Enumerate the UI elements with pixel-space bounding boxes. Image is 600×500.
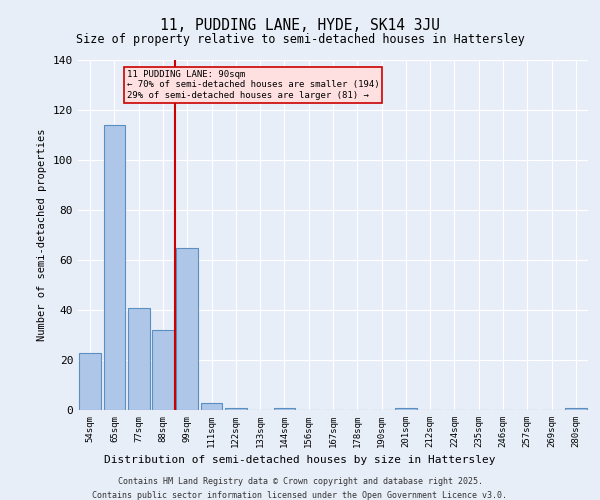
Bar [565,408,587,410]
Bar [395,408,417,410]
Bar [200,402,223,410]
Bar [104,125,125,410]
Bar [152,330,174,410]
Bar [225,408,247,410]
Text: 11 PUDDING LANE: 90sqm
← 70% of semi-detached houses are smaller (194)
29% of se: 11 PUDDING LANE: 90sqm ← 70% of semi-det… [127,70,379,100]
Text: 11, PUDDING LANE, HYDE, SK14 3JU: 11, PUDDING LANE, HYDE, SK14 3JU [160,18,440,32]
Text: Distribution of semi-detached houses by size in Hattersley: Distribution of semi-detached houses by … [104,455,496,465]
Text: Size of property relative to semi-detached houses in Hattersley: Size of property relative to semi-detach… [76,32,524,46]
Bar [128,308,149,410]
Y-axis label: Number of semi-detached properties: Number of semi-detached properties [37,128,47,341]
Bar [79,352,101,410]
Text: Contains HM Land Registry data © Crown copyright and database right 2025.: Contains HM Land Registry data © Crown c… [118,478,482,486]
Text: Contains public sector information licensed under the Open Government Licence v3: Contains public sector information licen… [92,491,508,500]
Bar [176,248,198,410]
Bar [274,408,295,410]
